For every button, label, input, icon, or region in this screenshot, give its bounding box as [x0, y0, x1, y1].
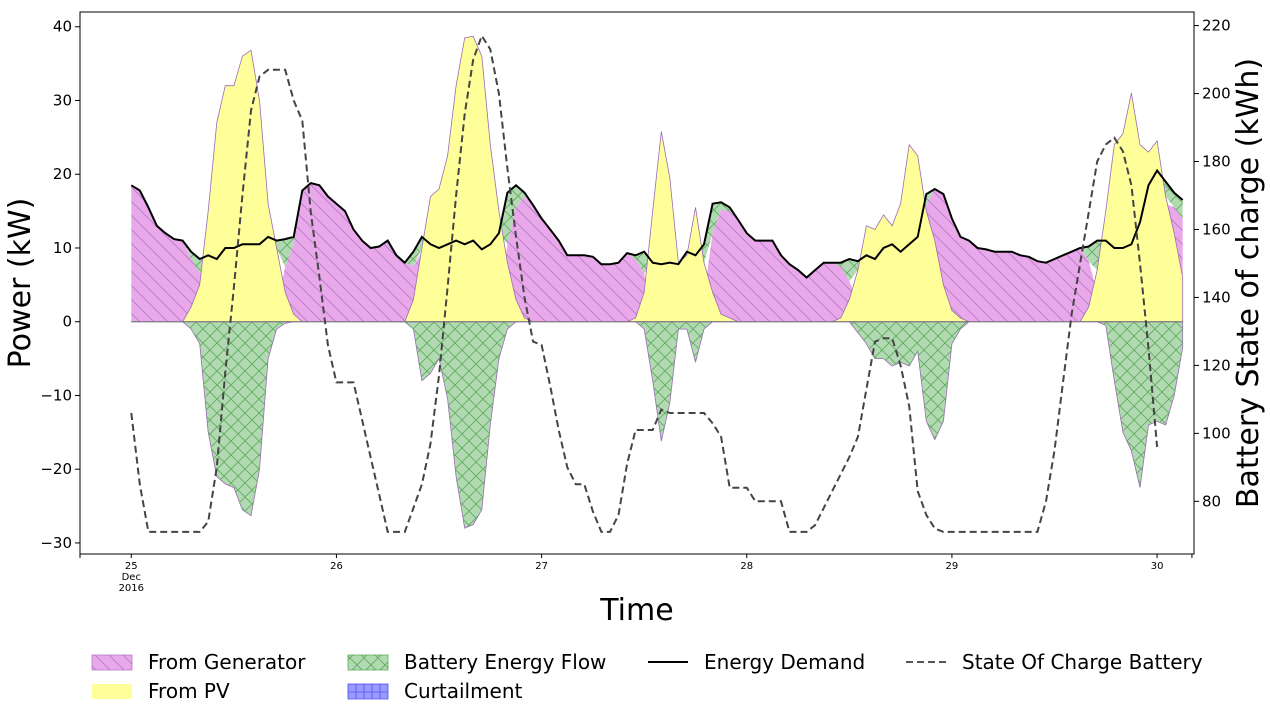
x-tick-label: 26	[330, 561, 343, 572]
legend-swatch-battery-hatch	[348, 655, 388, 670]
y-tick-label: 10	[53, 239, 72, 257]
x-tick-label: 27	[535, 561, 548, 572]
y2-tick-label: 180	[1202, 153, 1231, 171]
y2-tick-label: 160	[1202, 220, 1231, 238]
x-tick-label-line: 27	[535, 561, 548, 572]
legend-label-generator: From Generator	[148, 650, 306, 674]
y-axis-title: Power (kW)	[3, 198, 38, 369]
y2-axis-title: Battery State of charge (kWh)	[1231, 58, 1266, 508]
x-tick-label-line: 26	[330, 561, 343, 572]
legend-item-soc: State Of Charge Battery	[906, 650, 1203, 674]
x-tick-label: 25 Dec 2016	[119, 561, 144, 594]
x-tick-label: 30	[1151, 561, 1164, 572]
generator-hatch	[131, 183, 1183, 322]
plot-frame	[79, 11, 1195, 555]
x-tick-label: 28	[740, 561, 753, 572]
line-series	[130, 33, 1184, 533]
area-series	[131, 35, 1184, 529]
battery-charge-hatch	[131, 321, 1183, 529]
state-of-charge-line	[130, 33, 1159, 533]
y2-tick-label: 100	[1202, 424, 1231, 442]
legend-swatch-generator-hatch	[92, 655, 132, 670]
legend-label-pv: From PV	[148, 679, 230, 703]
y-tick-label: 0	[62, 313, 72, 331]
y-tick-label: −10	[40, 386, 72, 404]
legend-label-battery: Battery Energy Flow	[404, 650, 606, 674]
legend-label-demand: Energy Demand	[704, 650, 865, 674]
y2-tick-label: 220	[1202, 17, 1231, 35]
x-tick-label-line: 28	[740, 561, 753, 572]
legend-label-soc: State Of Charge Battery	[962, 650, 1203, 674]
x-tick-label-line: Dec	[122, 572, 141, 583]
legend-item-generator: From Generator	[91, 650, 306, 674]
y-tick-label: 30	[53, 91, 72, 109]
y-axis-ticks: −30 −20 −10 0 10 20 30 40	[40, 18, 80, 552]
y2-axis-ticks: 80 100 120 140 160 180 200 220	[1194, 17, 1231, 510]
legend-item-battery: Battery Energy Flow	[347, 650, 606, 674]
y2-tick-label: 200	[1202, 85, 1231, 103]
y-tick-label: 40	[53, 18, 72, 36]
y2-tick-label: 140	[1202, 288, 1231, 306]
legend-item-pv: From PV	[92, 679, 230, 703]
legend-item-curtailment: Curtailment	[347, 679, 523, 703]
y2-tick-label: 120	[1202, 356, 1231, 374]
x-tick-label: 29	[946, 561, 959, 572]
legend-item-demand: Energy Demand	[648, 650, 865, 674]
y-tick-label: −20	[40, 460, 72, 478]
x-axis-ticks: 25 Dec 2016 26 27 28 29 30	[79, 554, 1193, 594]
legend: From Generator From PV Battery Energy Fl…	[91, 650, 1203, 703]
y-tick-label: −30	[40, 534, 72, 552]
x-tick-label-line: 2016	[119, 583, 144, 594]
x-tick-label-line: 30	[1151, 561, 1164, 572]
x-axis-title: Time	[599, 593, 673, 628]
legend-label-curtailment: Curtailment	[404, 679, 523, 703]
x-tick-label-line: 25	[125, 561, 138, 572]
legend-swatch-curtailment-hatch	[348, 684, 388, 699]
plot-area	[130, 33, 1184, 533]
x-tick-label-line: 29	[946, 561, 959, 572]
y-tick-label: 20	[53, 165, 72, 183]
y2-tick-label: 80	[1202, 492, 1221, 510]
legend-swatch-pv	[92, 684, 132, 699]
energy-demand-line	[130, 168, 1184, 279]
